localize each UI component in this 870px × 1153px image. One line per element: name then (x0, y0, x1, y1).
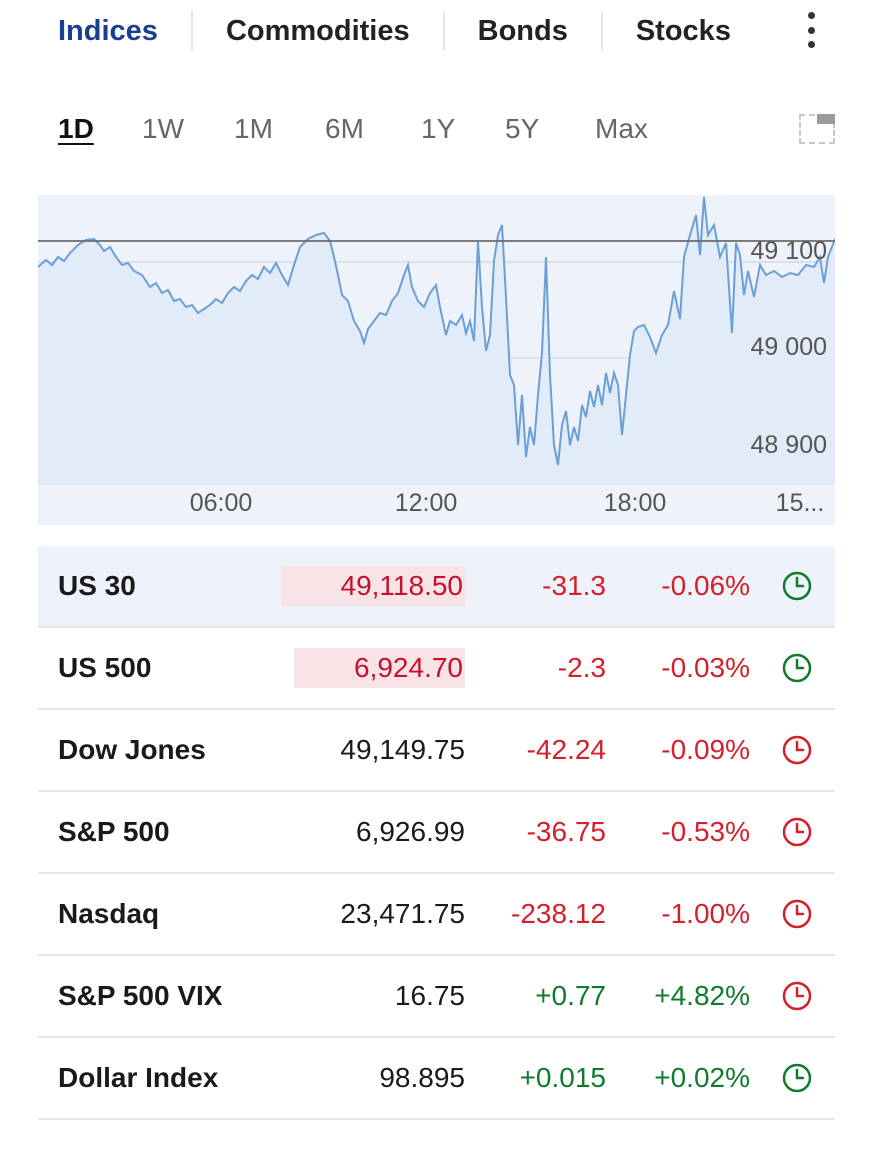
tab-stocks[interactable]: Stocks (635, 15, 731, 47)
change-value: -31.3 (542, 570, 606, 601)
last-price: 6,924.70 (294, 648, 465, 688)
x-tick-label: 12:00 (395, 489, 458, 517)
instrument-name[interactable]: S&P 500 VIX (58, 980, 223, 1011)
change-percent: +0.02% (654, 1062, 750, 1093)
x-tick-label: 15... (776, 489, 825, 517)
price-chart[interactable]: 49 100 49 000 48 900 06:00 12:00 18:00 1… (38, 195, 835, 525)
range-1y[interactable]: 1Y (421, 113, 456, 144)
tab-commodities[interactable]: Commodities (193, 11, 445, 51)
quote-row[interactable]: US 500 6,924.70 -2.3 -0.03% (38, 628, 835, 710)
last-price: 49,149.75 (340, 734, 465, 765)
quote-row[interactable]: Dow Jones 49,149.75 -42.24 -0.09% (38, 710, 835, 792)
last-price: 6,926.99 (356, 816, 465, 847)
change-value: -36.75 (526, 816, 606, 847)
range-1w[interactable]: 1W (142, 113, 184, 144)
quote-row[interactable]: Dollar Index 98.895 +0.015 +0.02% (38, 1038, 835, 1120)
market-hours-clock-icon (782, 653, 812, 683)
expand-chart-icon[interactable] (799, 114, 835, 144)
change-value: +0.015 (519, 1062, 606, 1093)
last-price: 23,471.75 (340, 898, 465, 929)
instrument-name[interactable]: Nasdaq (58, 898, 160, 929)
change-percent: +4.82% (654, 980, 750, 1011)
range-max[interactable]: Max (595, 113, 648, 144)
tab-bonds[interactable]: Bonds (445, 11, 603, 51)
market-hours-clock-icon (782, 735, 812, 765)
change-percent: -1.00% (661, 898, 750, 929)
range-1m[interactable]: 1M (234, 113, 273, 144)
instrument-name[interactable]: Dollar Index (58, 1062, 219, 1093)
time-range-selector: 1D 1W 1M 6M 1Y 5Y Max (38, 108, 835, 150)
quote-row[interactable]: S&P 500 VIX 16.75 +0.77 +4.82% (38, 956, 835, 1038)
y-tick-label: 49 000 (751, 333, 827, 361)
change-value: +0.77 (535, 980, 606, 1011)
more-options-icon[interactable] (805, 12, 817, 48)
range-1d[interactable]: 1D (58, 113, 94, 144)
last-price: 16.75 (394, 980, 465, 1011)
change-percent: -0.03% (661, 652, 750, 683)
quote-row[interactable]: S&P 500 6,926.99 -36.75 -0.53% (38, 792, 835, 874)
market-hours-clock-icon (782, 1063, 812, 1093)
market-hours-clock-icon (782, 981, 812, 1011)
x-tick-label: 06:00 (190, 489, 253, 517)
price-line (38, 196, 835, 466)
market-tabs: Indices Commodities Bonds Stocks (38, 0, 835, 62)
tab-indices[interactable]: Indices (38, 11, 193, 51)
market-hours-clock-icon (782, 571, 812, 601)
range-6m[interactable]: 6M (325, 113, 364, 144)
change-value: -2.3 (557, 652, 606, 683)
market-hours-clock-icon (782, 817, 812, 847)
y-tick-label: 48 900 (751, 431, 827, 459)
quote-row[interactable]: Nasdaq 23,471.75 -238.12 -1.00% (38, 874, 835, 956)
price-area (38, 197, 835, 485)
change-value: -238.12 (511, 898, 606, 929)
instrument-name[interactable]: US 30 (58, 570, 136, 601)
x-tick-label: 18:00 (604, 489, 667, 517)
last-price: 98.895 (379, 1062, 465, 1093)
quote-row[interactable]: US 30 49,118.50 -31.3 -0.06% (38, 546, 835, 628)
change-percent: -0.06% (661, 570, 750, 601)
change-value: -42.24 (526, 734, 606, 765)
instrument-name[interactable]: Dow Jones (58, 734, 206, 765)
change-percent: -0.09% (661, 734, 750, 765)
last-price: 49,118.50 (280, 566, 465, 606)
range-5y[interactable]: 5Y (505, 113, 540, 144)
instrument-name[interactable]: US 500 (58, 652, 152, 683)
quotes-table: US 30 49,118.50 -31.3 -0.06% US 500 6,924.70 -… (38, 546, 835, 1120)
change-percent: -0.53% (661, 816, 750, 847)
market-hours-clock-icon (782, 899, 812, 929)
chart-svg: 49 100 49 000 48 900 06:00 12:00 18:00 1… (38, 195, 835, 525)
instrument-name[interactable]: S&P 500 (58, 816, 170, 847)
y-tick-label: 49 100 (751, 237, 827, 265)
